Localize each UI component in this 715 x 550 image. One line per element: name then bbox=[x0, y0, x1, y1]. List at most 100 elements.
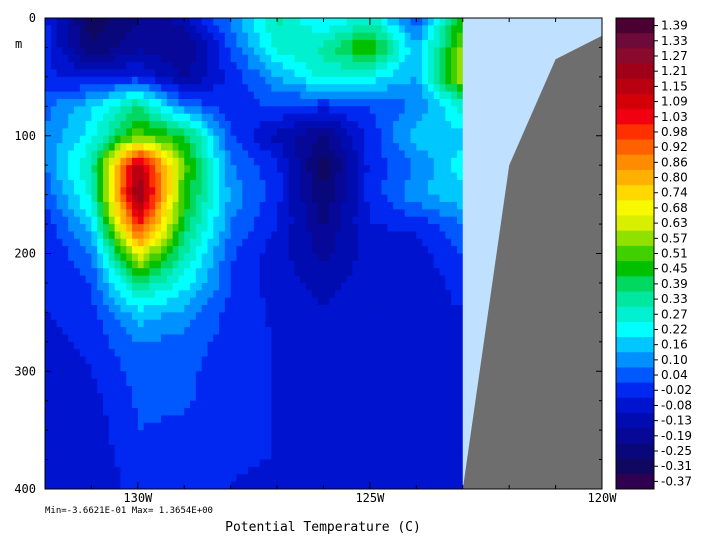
heatmap-cell bbox=[439, 187, 446, 196]
heatmap-cell bbox=[190, 84, 197, 93]
heatmap-cell bbox=[68, 62, 75, 71]
heatmap-cell bbox=[45, 201, 52, 210]
heatmap-cell bbox=[143, 91, 151, 100]
heatmap-cell bbox=[265, 165, 272, 174]
heatmap-cell bbox=[294, 393, 301, 402]
heatmap-cell bbox=[300, 408, 307, 417]
colorbar-swatch bbox=[616, 337, 654, 353]
heatmap-cell bbox=[335, 275, 342, 284]
heatmap-cell bbox=[201, 69, 209, 78]
heatmap-cell bbox=[143, 113, 151, 122]
heatmap-cell bbox=[306, 275, 313, 284]
heatmap-cell bbox=[184, 157, 191, 166]
heatmap-cell bbox=[166, 481, 174, 489]
heatmap-cell bbox=[103, 282, 110, 291]
heatmap-cell bbox=[253, 452, 261, 461]
heatmap-cell bbox=[184, 378, 191, 387]
heatmap-cell bbox=[323, 209, 330, 218]
heatmap-cell bbox=[253, 297, 261, 306]
heatmap-cell bbox=[137, 422, 145, 431]
heatmap-cell bbox=[190, 356, 197, 365]
heatmap-cell bbox=[161, 341, 168, 350]
heatmap-cell bbox=[375, 253, 383, 262]
heatmap-cell bbox=[410, 113, 417, 122]
heatmap-cell bbox=[126, 238, 133, 247]
heatmap-cell bbox=[335, 312, 342, 321]
heatmap-cell bbox=[178, 452, 185, 461]
heatmap-cell bbox=[427, 62, 435, 71]
heatmap-cell bbox=[352, 260, 359, 269]
heatmap-cell bbox=[103, 481, 110, 489]
heatmap-cell bbox=[422, 150, 429, 159]
heatmap-cell bbox=[213, 69, 220, 78]
heatmap-cell bbox=[120, 47, 127, 56]
heatmap-cell bbox=[375, 437, 383, 446]
heatmap-cell bbox=[149, 150, 156, 159]
heatmap-cell bbox=[404, 40, 412, 49]
heatmap-cell bbox=[248, 201, 255, 210]
heatmap-cell bbox=[427, 54, 435, 63]
heatmap-cell bbox=[85, 290, 93, 299]
heatmap-cell bbox=[103, 422, 110, 431]
heatmap-cell bbox=[178, 260, 185, 269]
heatmap-cell bbox=[132, 47, 139, 56]
heatmap-cell bbox=[451, 481, 458, 489]
heatmap-cell bbox=[230, 282, 238, 291]
heatmap-cell bbox=[253, 32, 261, 41]
heatmap-cell bbox=[242, 157, 249, 166]
heatmap-cell bbox=[352, 84, 359, 93]
heatmap-cell bbox=[103, 150, 110, 159]
heatmap-cell bbox=[253, 466, 261, 475]
heatmap-cell bbox=[410, 481, 417, 489]
heatmap-cell bbox=[161, 474, 168, 483]
colorbar-swatch bbox=[616, 169, 654, 186]
heatmap-cell bbox=[451, 47, 458, 56]
heatmap-cell bbox=[329, 400, 336, 409]
heatmap-cell bbox=[97, 62, 104, 71]
heatmap-cell bbox=[445, 312, 452, 321]
heatmap-cell bbox=[410, 363, 417, 372]
heatmap-cell bbox=[398, 297, 406, 306]
heatmap-cell bbox=[323, 430, 330, 439]
heatmap-cell bbox=[184, 32, 191, 41]
heatmap-cell bbox=[433, 356, 441, 365]
heatmap-cell bbox=[103, 246, 110, 255]
heatmap-cell bbox=[381, 305, 388, 313]
heatmap-cell bbox=[323, 201, 330, 210]
heatmap-cell bbox=[224, 393, 232, 402]
colorbar-swatch bbox=[616, 276, 654, 292]
heatmap-cell bbox=[74, 356, 81, 365]
heatmap-cell bbox=[358, 40, 365, 49]
heatmap-cell bbox=[439, 268, 446, 277]
heatmap-cell bbox=[85, 179, 93, 188]
heatmap-cell bbox=[219, 238, 226, 247]
heatmap-cell bbox=[306, 415, 313, 424]
heatmap-cell bbox=[62, 128, 69, 137]
heatmap-cell bbox=[132, 378, 139, 387]
heatmap-cell bbox=[410, 422, 417, 431]
heatmap-cell bbox=[422, 356, 429, 365]
heatmap-cell bbox=[201, 121, 209, 129]
heatmap-cell bbox=[79, 106, 87, 115]
heatmap-cell bbox=[352, 327, 359, 336]
heatmap-cell bbox=[56, 415, 63, 424]
heatmap-cell bbox=[253, 290, 261, 299]
heatmap-cell bbox=[45, 194, 52, 203]
heatmap-cell bbox=[149, 282, 156, 291]
heatmap-cell bbox=[126, 165, 133, 174]
heatmap-cell bbox=[161, 393, 168, 402]
heatmap-cell bbox=[323, 297, 330, 306]
heatmap-cell bbox=[114, 459, 122, 468]
heatmap-cell bbox=[439, 253, 446, 262]
heatmap-cell bbox=[323, 231, 330, 240]
heatmap-cell bbox=[416, 459, 423, 468]
heatmap-cell bbox=[277, 69, 284, 78]
heatmap-cell bbox=[184, 349, 191, 358]
heatmap-cell bbox=[288, 466, 296, 475]
colorbar-label: 0.51 bbox=[661, 247, 688, 261]
heatmap-cell bbox=[184, 268, 191, 277]
heatmap-cell bbox=[126, 246, 133, 255]
heatmap-cell bbox=[91, 201, 98, 210]
heatmap-cell bbox=[433, 444, 441, 453]
heatmap-cell bbox=[381, 18, 388, 26]
